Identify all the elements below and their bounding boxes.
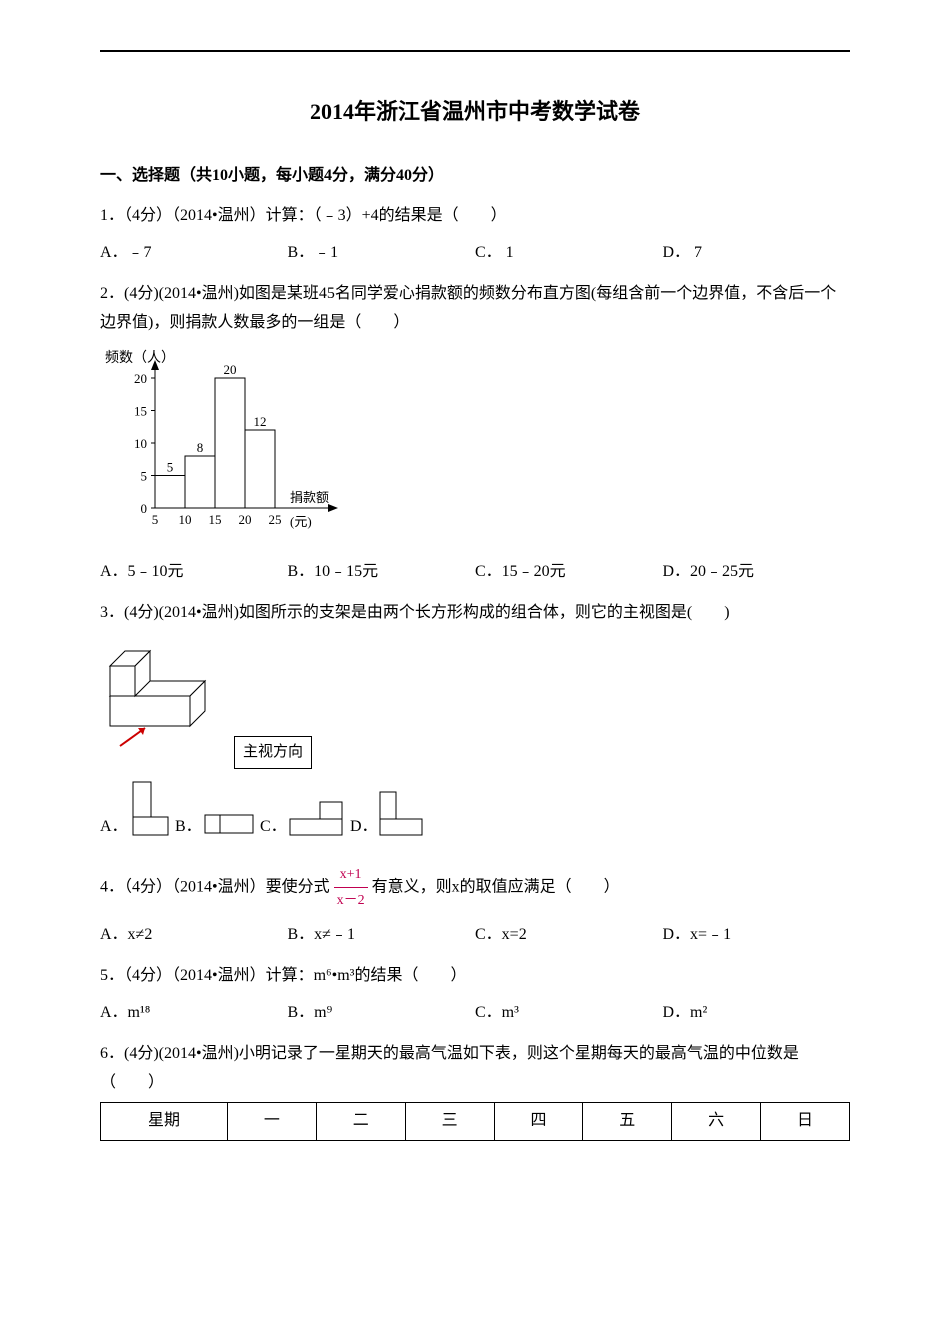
q2-option-a: A．5﹣10元	[100, 558, 288, 587]
svg-text:(元): (元)	[290, 514, 312, 529]
svg-text:5: 5	[141, 468, 148, 483]
q3-solid-figure: 主视方向	[100, 636, 850, 769]
svg-text:8: 8	[197, 440, 204, 455]
table-cell: 四	[494, 1103, 583, 1141]
table-row: 星期一二三四五六日	[101, 1103, 850, 1141]
q4-stem-pre: 4．（4分）（2014•温州）要使分式	[100, 878, 330, 895]
svg-text:20: 20	[239, 512, 252, 527]
question-2: 2．(4分)(2014•温州)如图是某班45名同学爱心捐款额的频数分布直方图(每…	[100, 280, 850, 587]
table-cell: 五	[583, 1103, 672, 1141]
q4-option-d: D．x=﹣1	[663, 921, 851, 950]
question-6: 6．(4分)(2014•温州)小明记录了一星期天的最高气温如下表，则这个星期每天…	[100, 1040, 850, 1141]
section-heading: 一、选择题（共10小题，每小题4分，满分40分）	[100, 162, 850, 191]
q3-stem: 3．(4分)(2014•温州)如图所示的支架是由两个长方形构成的组合体，则它的主…	[100, 599, 850, 628]
q3-view-direction-label: 主视方向	[234, 736, 312, 769]
q4-option-c: C．x=2	[475, 921, 663, 950]
q1-option-a: A．﹣7	[100, 239, 288, 268]
q3-option-b-label: B．	[175, 813, 200, 842]
q5-stem: 5．（4分）（2014•温州）计算：m⁶•m³的结果（ ）	[100, 962, 850, 991]
question-1: 1．（4分）（2014•温州）计算：（﹣3）+4的结果是（ ） A．﹣7 B．﹣…	[100, 202, 850, 268]
q4-option-a: A．x≠2	[100, 921, 288, 950]
svg-text:捐款额: 捐款额	[290, 490, 329, 505]
q3-options-row: A． B． C． D．	[100, 777, 850, 842]
table-cell: 三	[405, 1103, 494, 1141]
q5-option-a: A．m¹⁸	[100, 999, 288, 1028]
table-cell: 一	[228, 1103, 317, 1141]
q3-option-b-shape	[200, 807, 260, 842]
q1-option-d: D． 7	[663, 239, 851, 268]
q1-option-b: B．﹣1	[288, 239, 476, 268]
q5-option-b: B．m⁹	[288, 999, 476, 1028]
header-rule	[100, 50, 850, 52]
exam-title: 2014年浙江省温州市中考数学试卷	[100, 92, 850, 132]
svg-text:0: 0	[141, 501, 148, 516]
question-3: 3．(4分)(2014•温州)如图所示的支架是由两个长方形构成的组合体，则它的主…	[100, 599, 850, 842]
q2-option-c: C．15﹣20元	[475, 558, 663, 587]
q5-option-c: C．m³	[475, 999, 663, 1028]
q3-option-a-shape	[125, 777, 175, 842]
svg-text:5: 5	[167, 459, 174, 474]
svg-text:12: 12	[254, 414, 267, 429]
table-cell: 六	[672, 1103, 761, 1141]
svg-text:10: 10	[179, 512, 192, 527]
q2-histogram: 05101520582012510152025频数（人）捐款额(元)	[100, 348, 850, 549]
q3-option-a-label: A．	[100, 813, 125, 842]
q4-stem-post: 有意义，则x的取值应满足（ ）	[372, 878, 620, 895]
q2-option-b: B．10﹣15元	[288, 558, 476, 587]
svg-text:15: 15	[209, 512, 222, 527]
q3-option-c-shape	[285, 797, 350, 842]
q3-option-d-label: D．	[350, 813, 375, 842]
svg-text:20: 20	[224, 362, 237, 377]
q5-option-d: D．m²	[663, 999, 851, 1028]
table-cell: 星期	[101, 1103, 228, 1141]
q3-option-d-shape	[375, 787, 430, 842]
question-5: 5．（4分）（2014•温州）计算：m⁶•m³的结果（ ） A．m¹⁸ B．m⁹…	[100, 962, 850, 1028]
q4-stem: 4．（4分）（2014•温州）要使分式 x+1 x－2 有意义，则x的取值应满足…	[100, 862, 850, 913]
svg-text:20: 20	[134, 371, 147, 386]
q1-stem: 1．（4分）（2014•温州）计算：（﹣3）+4的结果是（ ）	[100, 202, 850, 231]
q3-option-c-label: C．	[260, 813, 285, 842]
question-4: 4．（4分）（2014•温州）要使分式 x+1 x－2 有意义，则x的取值应满足…	[100, 862, 850, 950]
svg-text:15: 15	[134, 403, 147, 418]
svg-text:5: 5	[152, 512, 159, 527]
svg-text:频数（人）: 频数（人）	[105, 350, 175, 366]
q4-option-b: B．x≠﹣1	[288, 921, 476, 950]
q6-stem: 6．(4分)(2014•温州)小明记录了一星期天的最高气温如下表，则这个星期每天…	[100, 1040, 850, 1098]
q1-option-c: C． 1	[475, 239, 663, 268]
q6-table: 星期一二三四五六日	[100, 1102, 850, 1141]
table-cell: 二	[316, 1103, 405, 1141]
table-cell: 日	[761, 1103, 850, 1141]
svg-text:10: 10	[134, 436, 147, 451]
q4-fraction: x+1 x－2	[334, 862, 368, 913]
q2-option-d: D．20﹣25元	[663, 558, 851, 587]
svg-text:25: 25	[269, 512, 282, 527]
q4-frac-den: x－2	[334, 888, 368, 913]
q4-frac-num: x+1	[334, 862, 368, 888]
q2-stem: 2．(4分)(2014•温州)如图是某班45名同学爱心捐款额的频数分布直方图(每…	[100, 280, 850, 338]
